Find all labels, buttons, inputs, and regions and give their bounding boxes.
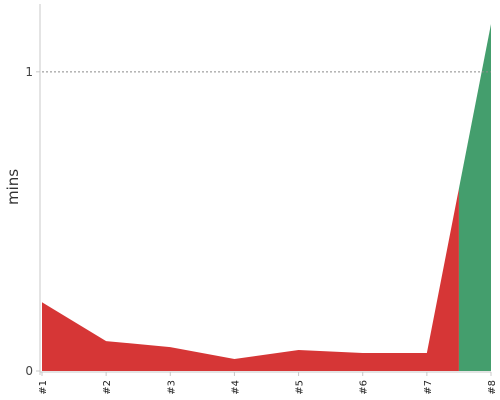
y-axis-ticks: 01 <box>25 65 40 378</box>
area-segment-red <box>42 188 459 371</box>
y-axis-title: mins <box>4 169 22 205</box>
y-tick-label: 0 <box>25 364 33 378</box>
y-tick-label: 1 <box>25 65 33 79</box>
x-tick-label: #2 <box>102 380 113 395</box>
x-tick-label: #3 <box>166 380 177 395</box>
x-axis-ticks: #1 #2 #3 #4 #5 #6 #7 #8 <box>38 372 498 395</box>
x-tick-label: #7 <box>423 380 434 395</box>
x-tick-label: #1 <box>38 380 49 395</box>
plot-areas <box>42 23 491 371</box>
x-tick-label: #6 <box>359 380 370 395</box>
x-tick-label: #8 <box>487 380 498 395</box>
area-segment-green <box>458 23 491 371</box>
x-tick-label: #5 <box>295 380 306 395</box>
x-tick-label: #4 <box>230 380 241 395</box>
